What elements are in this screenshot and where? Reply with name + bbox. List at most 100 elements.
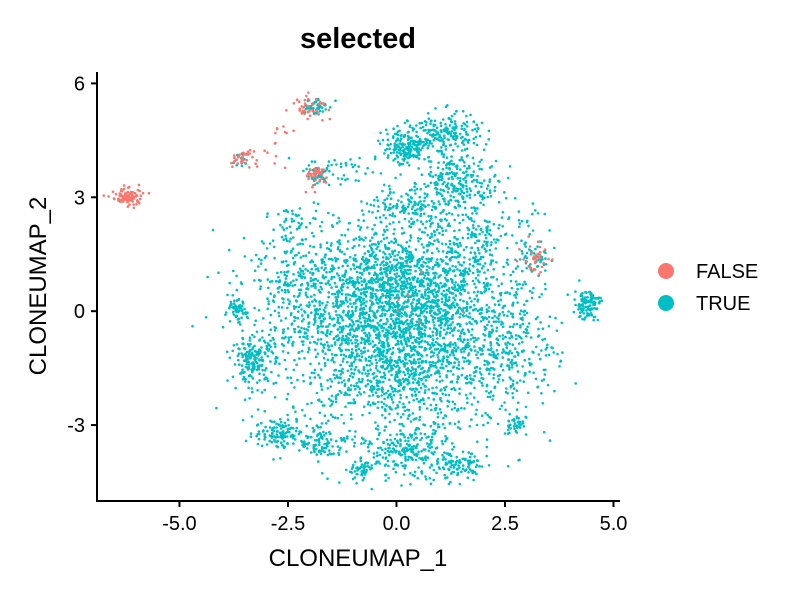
point-true (589, 312, 593, 315)
point-true (461, 347, 465, 350)
point-true (310, 435, 313, 439)
point-true (395, 202, 399, 206)
point-true (467, 462, 470, 465)
point-true (374, 231, 377, 235)
point-true (375, 364, 378, 368)
point-true (446, 405, 450, 408)
point-true (449, 304, 453, 308)
point-true (394, 462, 397, 466)
point-true (372, 385, 376, 389)
point-true (411, 412, 415, 415)
point-true (333, 281, 337, 285)
point-true (467, 164, 471, 168)
point-true (352, 360, 356, 364)
point-true (411, 312, 415, 316)
point-true (422, 140, 425, 144)
point-true (385, 438, 389, 442)
point-true (433, 407, 437, 411)
point-true (329, 385, 333, 388)
point-true (279, 427, 283, 430)
point-true (364, 339, 368, 343)
point-true (480, 267, 484, 270)
point-true (360, 237, 363, 241)
point-true (463, 338, 466, 342)
point-true (417, 466, 420, 469)
point-true (478, 346, 482, 350)
point-true (375, 196, 379, 199)
point-true (412, 381, 415, 384)
point-true (266, 297, 269, 301)
point-true (449, 132, 453, 136)
point-true (429, 482, 433, 486)
point-true (309, 279, 313, 283)
point-true (445, 364, 448, 368)
point-true (429, 281, 433, 285)
point-true (489, 395, 492, 399)
point-true (437, 351, 441, 354)
point-true (328, 322, 331, 326)
point-true (454, 131, 458, 135)
point-true (480, 414, 484, 418)
point-true (404, 353, 407, 356)
point-true (293, 386, 296, 389)
point-true (433, 299, 437, 303)
point-true (471, 156, 475, 160)
point-true (399, 210, 402, 214)
point-true (460, 308, 464, 312)
point-true (394, 238, 398, 242)
point-true (446, 190, 450, 194)
point-true (439, 124, 443, 128)
point-true (495, 278, 499, 281)
point-true (410, 196, 414, 200)
point-true (490, 254, 494, 257)
point-true (392, 232, 396, 236)
point-true (396, 293, 400, 297)
point-true (425, 194, 429, 198)
point-true (514, 258, 517, 262)
point-true (426, 112, 430, 115)
point-true (375, 454, 379, 458)
point-true (247, 345, 251, 348)
point-true (396, 284, 399, 288)
point-true (365, 266, 369, 269)
point-true (480, 121, 484, 125)
point-true (443, 346, 447, 350)
point-true (256, 408, 260, 411)
point-true (316, 267, 320, 270)
point-true (492, 275, 495, 279)
point-true (315, 342, 319, 345)
point-true (457, 361, 461, 364)
point-true (509, 427, 512, 430)
point-true (444, 242, 448, 246)
point-true (419, 237, 422, 241)
point-true (355, 354, 359, 358)
point-true (464, 176, 467, 179)
point-true (462, 277, 466, 281)
point-true (341, 360, 345, 363)
point-true (405, 271, 408, 275)
point-true (315, 453, 319, 456)
point-true (438, 467, 442, 471)
point-true (312, 445, 316, 449)
point-true (431, 267, 434, 271)
point-true (414, 458, 418, 462)
point-true (406, 147, 410, 151)
point-true (572, 310, 576, 314)
point-true (506, 246, 509, 250)
point-true (501, 225, 505, 228)
point-true (257, 430, 261, 433)
point-true (460, 127, 464, 131)
point-true (482, 179, 486, 182)
point-true (370, 464, 374, 467)
point-true (413, 203, 417, 207)
point-true (487, 129, 491, 133)
point-true (421, 230, 424, 234)
point-true (420, 335, 424, 339)
point-true (444, 309, 447, 312)
point-true (358, 313, 362, 316)
point-true (357, 354, 361, 358)
point-true (410, 448, 413, 452)
point-true (240, 371, 244, 374)
point-true (368, 394, 371, 398)
point-true (432, 133, 435, 136)
